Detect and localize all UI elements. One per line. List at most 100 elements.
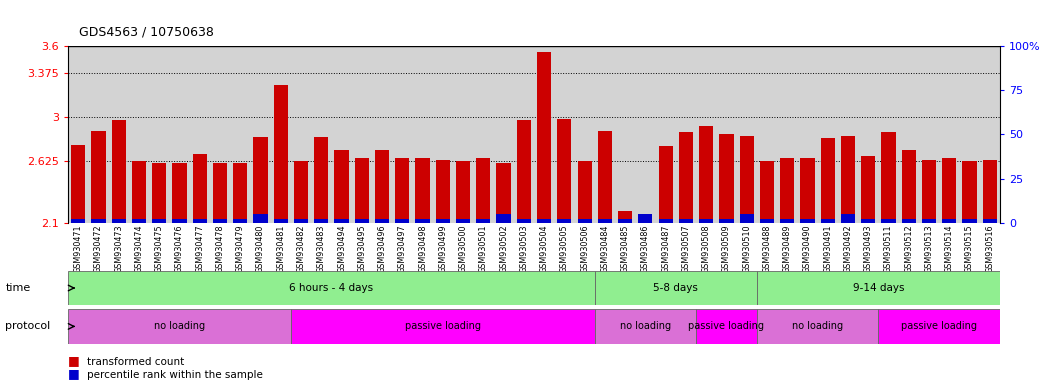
Text: GSM930476: GSM930476	[175, 224, 184, 273]
Bar	[416, 158, 429, 223]
Bar	[395, 219, 409, 223]
Bar	[152, 219, 166, 223]
Text: GSM930482: GSM930482	[296, 224, 306, 273]
Text: GSM930489: GSM930489	[783, 224, 792, 273]
Text: GSM930485: GSM930485	[621, 224, 629, 273]
Text: 5-8 days: 5-8 days	[653, 283, 698, 293]
Text: GSM930490: GSM930490	[803, 224, 811, 273]
Text: passive loading: passive loading	[689, 321, 764, 331]
Bar	[436, 219, 450, 223]
Bar	[678, 132, 693, 223]
Bar	[557, 119, 572, 223]
Text: GSM930492: GSM930492	[844, 224, 852, 273]
Bar	[233, 219, 247, 223]
Bar	[537, 52, 551, 223]
Text: GSM930501: GSM930501	[478, 224, 488, 273]
Bar	[91, 131, 106, 223]
Bar	[496, 214, 511, 223]
Text: GSM930504: GSM930504	[539, 224, 549, 273]
Bar	[659, 219, 673, 223]
Bar	[739, 136, 754, 223]
Text: GSM930505: GSM930505	[560, 224, 569, 273]
Text: passive loading: passive loading	[405, 321, 481, 331]
Bar	[800, 219, 815, 223]
Bar	[882, 132, 895, 223]
Bar	[598, 131, 611, 223]
Text: GSM930499: GSM930499	[439, 224, 447, 273]
Bar	[578, 219, 592, 223]
Bar	[173, 163, 186, 223]
Text: ■: ■	[68, 367, 80, 380]
Bar	[152, 163, 166, 223]
Text: percentile rank within the sample: percentile rank within the sample	[87, 370, 263, 380]
Text: GSM930473: GSM930473	[114, 224, 124, 273]
Bar	[942, 219, 956, 223]
Text: no loading: no loading	[154, 321, 205, 331]
Bar	[375, 219, 389, 223]
Bar	[719, 134, 734, 223]
Bar	[739, 214, 754, 223]
Bar	[537, 219, 551, 223]
Bar	[962, 162, 977, 223]
Text: GSM930484: GSM930484	[600, 224, 609, 273]
Bar	[173, 219, 186, 223]
Text: GSM930494: GSM930494	[337, 224, 346, 273]
Bar	[253, 137, 268, 223]
Bar	[517, 219, 531, 223]
Text: GSM930481: GSM930481	[276, 224, 285, 273]
Bar	[273, 85, 288, 223]
Bar	[696, 309, 757, 344]
Text: GSM930483: GSM930483	[317, 224, 326, 273]
Text: GSM930502: GSM930502	[499, 224, 508, 273]
Text: GSM930508: GSM930508	[701, 224, 711, 273]
Bar	[68, 271, 595, 305]
Bar	[578, 162, 592, 223]
Bar	[132, 162, 146, 223]
Bar	[878, 309, 1000, 344]
Text: GSM930496: GSM930496	[378, 224, 386, 273]
Bar	[639, 217, 652, 223]
Bar	[841, 214, 855, 223]
Bar	[355, 219, 369, 223]
Bar	[901, 219, 916, 223]
Text: GSM930472: GSM930472	[94, 224, 103, 273]
Bar	[112, 120, 126, 223]
Bar	[355, 158, 369, 223]
Text: GSM930516: GSM930516	[985, 224, 995, 273]
Bar	[375, 150, 389, 223]
Text: GSM930471: GSM930471	[73, 224, 83, 273]
Text: GSM930509: GSM930509	[722, 224, 731, 273]
Bar	[760, 162, 774, 223]
Bar	[68, 309, 291, 344]
Text: protocol: protocol	[5, 321, 50, 331]
Bar	[436, 160, 450, 223]
Text: GSM930497: GSM930497	[398, 224, 407, 273]
Bar	[71, 145, 85, 223]
Bar	[983, 219, 997, 223]
Text: GSM930511: GSM930511	[884, 224, 893, 273]
Bar	[294, 219, 308, 223]
Bar	[983, 160, 997, 223]
Bar	[618, 219, 632, 223]
Text: GSM930475: GSM930475	[155, 224, 163, 273]
Bar	[314, 137, 329, 223]
Text: GSM930480: GSM930480	[257, 224, 265, 273]
Bar	[595, 271, 757, 305]
Text: GSM930491: GSM930491	[823, 224, 832, 273]
Bar	[193, 154, 207, 223]
Bar	[861, 156, 875, 223]
Bar	[760, 219, 774, 223]
Text: GSM930510: GSM930510	[742, 224, 751, 273]
Text: passive loading: passive loading	[901, 321, 977, 331]
Bar	[821, 138, 834, 223]
Bar	[678, 219, 693, 223]
Text: GSM930507: GSM930507	[682, 224, 690, 273]
Text: ■: ■	[68, 354, 80, 367]
Bar	[780, 158, 795, 223]
Bar	[213, 163, 227, 223]
Bar	[659, 146, 673, 223]
Bar	[922, 160, 936, 223]
Bar	[962, 219, 977, 223]
Bar	[476, 158, 490, 223]
Text: no loading: no loading	[792, 321, 843, 331]
